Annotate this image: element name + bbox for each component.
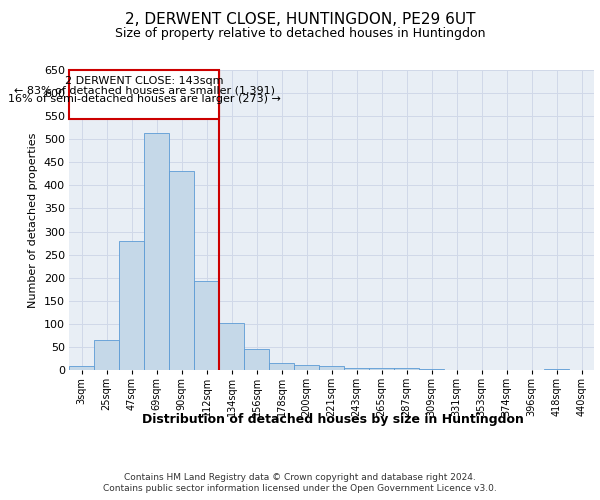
Text: Contains HM Land Registry data © Crown copyright and database right 2024.: Contains HM Land Registry data © Crown c…	[124, 472, 476, 482]
Text: Distribution of detached houses by size in Huntingdon: Distribution of detached houses by size …	[142, 412, 524, 426]
Bar	[244, 349, 269, 370]
Bar	[169, 170, 194, 370]
Bar	[269, 363, 294, 370]
Bar	[419, 368, 444, 370]
Bar	[394, 368, 419, 370]
Text: Size of property relative to detached houses in Huntingdon: Size of property relative to detached ho…	[115, 28, 485, 40]
Bar	[119, 241, 144, 370]
Bar	[219, 324, 244, 370]
Text: 16% of semi-detached houses are larger (273) →: 16% of semi-detached houses are larger (…	[8, 94, 280, 104]
Y-axis label: Number of detached properties: Number of detached properties	[28, 132, 38, 308]
Bar	[194, 282, 219, 370]
Text: ← 83% of detached houses are smaller (1,391): ← 83% of detached houses are smaller (1,…	[14, 85, 275, 95]
Bar	[94, 340, 119, 370]
Bar	[144, 133, 169, 370]
Bar	[294, 366, 319, 370]
Bar	[319, 366, 344, 370]
Text: Contains public sector information licensed under the Open Government Licence v3: Contains public sector information licen…	[103, 484, 497, 493]
Bar	[69, 366, 94, 370]
Text: 2 DERWENT CLOSE: 143sqm: 2 DERWENT CLOSE: 143sqm	[65, 76, 223, 86]
FancyBboxPatch shape	[69, 70, 219, 119]
Bar	[344, 368, 369, 370]
Text: 2, DERWENT CLOSE, HUNTINGDON, PE29 6UT: 2, DERWENT CLOSE, HUNTINGDON, PE29 6UT	[125, 12, 475, 28]
Bar	[369, 368, 394, 370]
Bar	[544, 368, 569, 370]
